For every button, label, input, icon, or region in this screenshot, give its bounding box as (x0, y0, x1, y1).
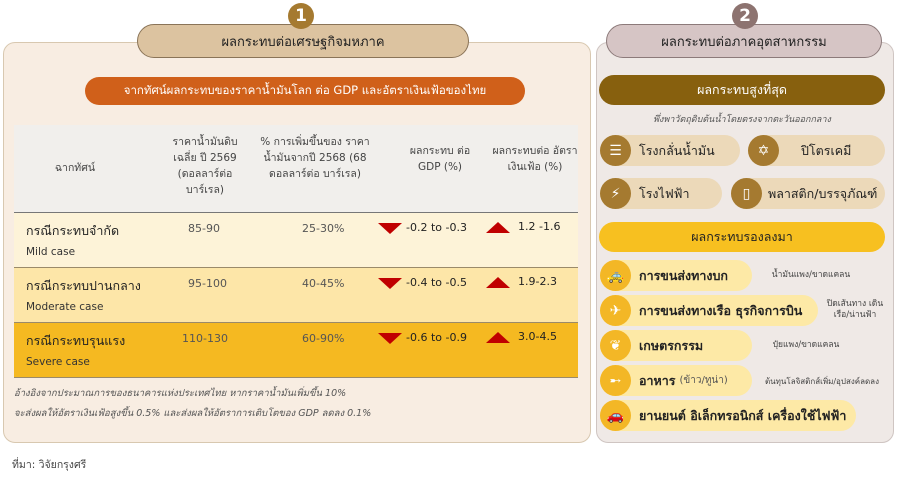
col-header-gdp: ผลกระทบ ต่อ GDP (%) (409, 145, 471, 173)
highest-impact-banner: ผลกระทบสูงที่สุด (599, 75, 885, 105)
down-arrow-icon (378, 277, 402, 289)
inflation-impact: 1.9-2.3 (518, 275, 557, 288)
sector-label: การขนส่งทางเรือ ธุรกิจการบิน (639, 302, 803, 318)
table-header (14, 125, 578, 213)
col-header-increase: % การเพิ่มขึ้นของ ราคาน้ำมันจากปี 2568 (… (260, 136, 370, 180)
note-line-1: อ้างอิงจากประมาณการของธนาคารแห่งประเทศไท… (14, 388, 347, 399)
sector-label: เกษตรกรรม (639, 337, 704, 353)
industry-oil-refinery: ☰ โรงกลั่นน้ำมัน (600, 135, 740, 166)
sector-food: ➸ อาหาร (ข้าว/ทูน่า) (600, 365, 752, 396)
scenario-english: Moderate case (26, 301, 104, 313)
sector-agriculture: ❦ เกษตรกรรม (600, 330, 752, 361)
gdp-impact: -0.6 to -0.9 (406, 331, 467, 344)
sector-auto-electronics: 🚗 ยานยนต์ อิเล็กทรอนิกส์ เครื่องใช้ไฟฟ้า (600, 400, 856, 431)
price-increase: 25-30% (302, 222, 345, 235)
inflation-impact: 3.0-4.5 (518, 330, 557, 343)
sector-note: ปุ๋ยแพง/ขาดแคลน (772, 340, 840, 350)
scenario-name: กรณีกระทบรุนแรง (26, 333, 126, 348)
sector-note: ต้นทุนโลจิสติกส์เพิ่ม/อุปสงค์ลดลง (764, 377, 879, 386)
down-arrow-icon (378, 222, 402, 234)
industry-label: โรงไฟฟ้า (639, 185, 690, 201)
up-arrow-icon (486, 276, 510, 288)
col-header-inflation: ผลกระทบต่อ อัตราเงินเฟ้อ (%) (492, 145, 578, 173)
power-tower-icon: ⚡ (600, 178, 631, 209)
price-increase: 60-90% (302, 332, 345, 345)
sector-sublabel: (ข้าว/ทูน่า) (679, 375, 728, 386)
gdp-impact: -0.2 to -0.3 (406, 221, 467, 234)
price-increase: 40-45% (302, 277, 345, 290)
step-2-badge: 2 (732, 3, 758, 29)
fish-icon: ➸ (600, 365, 631, 396)
gdp-impact: -0.4 to -0.5 (406, 276, 467, 289)
sector-label: ยานยนต์ อิเล็กทรอนิกส์ เครื่องใช้ไฟฟ้า (639, 407, 847, 423)
industry-plastics: ▯ พลาสติก/บรรจุภัณฑ์ (731, 178, 885, 209)
taxi-icon: 🚕 (600, 260, 631, 291)
table-row: กรณีกระทบปานกลาง Moderate case 95-100 40… (14, 268, 578, 323)
oil-price: 110-130 (182, 332, 228, 345)
wheat-icon: ❦ (600, 330, 631, 361)
step-1-badge: 1 (288, 3, 314, 29)
secondary-impact-banner: ผลกระทบรองลงมา (599, 222, 885, 252)
table-row: กรณีกระทบจำกัด Mild case 85-90 25-30% -0… (14, 213, 578, 268)
sector-note: ปิดเส้นทาง เดินเรือ/น่านฟ้า (826, 299, 884, 320)
industry-power-plant: ⚡ โรงไฟฟ้า (600, 178, 722, 209)
oil-price: 95-100 (188, 277, 227, 290)
macro-banner: จากทัศน์ผลกระทบของราคาน้ำมันโลก ต่อ GDP … (85, 77, 525, 105)
inflation-impact: 1.2 -1.6 (518, 220, 561, 233)
molecule-icon: ✡ (748, 135, 779, 166)
col-header-scenario: ฉากทัศน์ (54, 162, 96, 174)
down-arrow-icon (378, 332, 402, 344)
up-arrow-icon (486, 221, 510, 233)
sector-sea-air: ✈ การขนส่งทางเรือ ธุรกิจการบิน (600, 295, 818, 326)
scenario-english: Mild case (26, 246, 76, 258)
macro-title: ผลกระทบต่อเศรษฐกิจมหภาค (137, 24, 469, 58)
oil-price: 85-90 (188, 222, 220, 235)
source-text: ที่มา: วิจัยกรุงศรี (12, 459, 87, 471)
sector-label: การขนส่งทางบก (639, 267, 728, 283)
car-icon: 🚗 (600, 400, 631, 431)
industry-petrochemical: ✡ ปิโตรเคมี (748, 135, 885, 166)
oil-barrel-icon: ☰ (600, 135, 631, 166)
scenario-name: กรณีกระทบจำกัด (26, 223, 120, 238)
bottle-icon: ▯ (731, 178, 762, 209)
industry-label: โรงกลั่นน้ำมัน (639, 142, 715, 158)
scenario-name: กรณีกระทบปานกลาง (26, 278, 141, 293)
airplane-icon: ✈ (600, 295, 631, 326)
industry-title: ผลกระทบต่อภาคอุตสาหกรรม (606, 24, 882, 58)
industry-label: ปิโตรเคมี (801, 142, 852, 158)
note-line-2: จะส่งผลให้อัตราเงินเฟ้อสูงขึ้น 0.5% และส… (14, 408, 372, 419)
sector-note: น้ำมันแพง/ขาดแคลน (771, 270, 851, 280)
table-row: กรณีกระทบรุนแรง Severe case 110-130 60-9… (14, 323, 578, 378)
sector-label: อาหาร (639, 372, 676, 388)
industry-label: พลาสติก/บรรจุภัณฑ์ (768, 185, 878, 201)
col-header-price: ราคาน้ำมันดิบ เฉลี่ย ปี 2569 (ดอลลาร์ต่อ… (172, 136, 238, 196)
highest-impact-subtitle: พึ่งพาวัตถุดิบต้นน้ำโดยตรงจากตะวันออกกลา… (653, 115, 831, 125)
sector-land-transport: 🚕 การขนส่งทางบก (600, 260, 752, 291)
scenario-english: Severe case (26, 356, 90, 368)
up-arrow-icon (486, 331, 510, 343)
